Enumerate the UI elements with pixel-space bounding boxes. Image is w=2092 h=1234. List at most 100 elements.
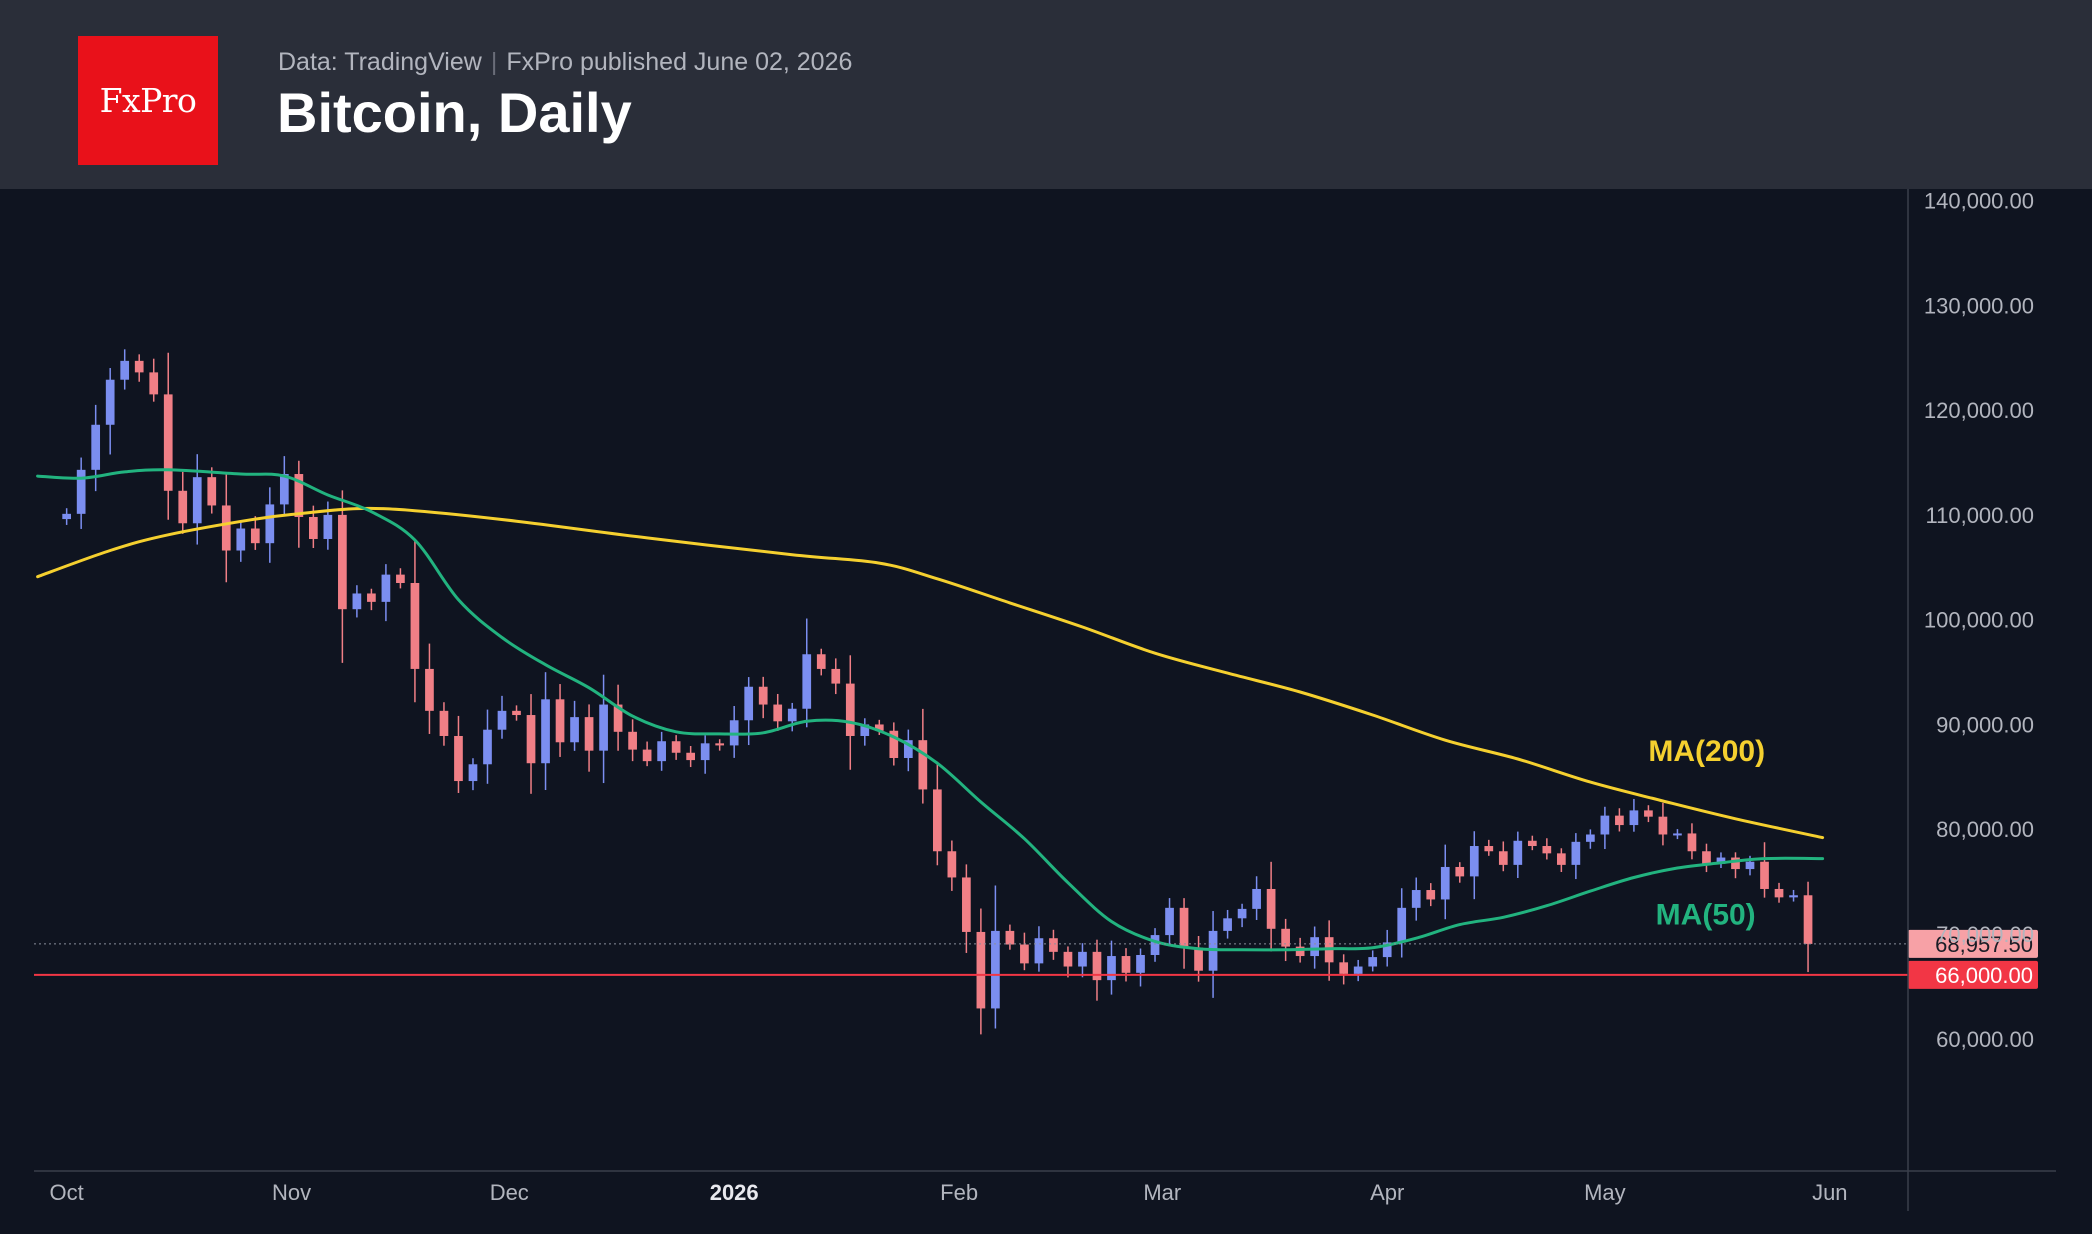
- candle: [265, 487, 275, 563]
- candle: [729, 705, 739, 758]
- candle: [1092, 939, 1102, 1001]
- candle: [1469, 831, 1479, 900]
- x-tick-label: Apr: [1370, 1180, 1404, 1205]
- candle-body: [962, 877, 971, 932]
- candle: [1252, 876, 1261, 920]
- candle: [323, 501, 333, 550]
- candle-body: [1687, 833, 1697, 852]
- chart-subtitle: Data: TradingView | FxPro published June 0…: [278, 48, 852, 77]
- candle-body: [134, 360, 144, 373]
- candle-body: [613, 704, 623, 732]
- candle-body: [1310, 937, 1320, 957]
- candle-body: [1731, 857, 1740, 870]
- y-tick-label: 100,000.00: [1924, 608, 2034, 633]
- candle-body: [1455, 866, 1465, 877]
- candle-body: [468, 764, 478, 782]
- candle: [1789, 889, 1798, 902]
- candle: [1208, 911, 1218, 998]
- candle-body: [599, 704, 608, 751]
- candle-body: [1440, 866, 1450, 900]
- candle: [1702, 843, 1711, 873]
- candle-body: [1586, 834, 1595, 842]
- candle-body: [396, 574, 405, 583]
- candle: [874, 719, 884, 735]
- candle-body: [1673, 833, 1682, 836]
- candle: [889, 722, 899, 766]
- candle: [1644, 805, 1653, 823]
- fxpro-logo: FxPro: [78, 36, 218, 165]
- candle-body: [120, 360, 130, 380]
- candle-body: [816, 654, 826, 669]
- candle: [1571, 833, 1581, 880]
- candle-body: [918, 740, 928, 790]
- candle: [599, 674, 608, 784]
- candle: [918, 708, 928, 804]
- ma50-label: MA(50): [1656, 899, 1756, 932]
- candle: [903, 729, 913, 772]
- candle-body: [1629, 810, 1639, 826]
- candle: [1136, 948, 1145, 987]
- candle-body: [1266, 888, 1276, 929]
- candle: [1121, 948, 1131, 982]
- candle: [802, 618, 812, 728]
- candle-body: [773, 704, 783, 722]
- data-source: Data: TradingView: [278, 48, 482, 76]
- candle-body: [555, 699, 565, 743]
- candle-body: [802, 654, 812, 709]
- candle: [62, 508, 72, 525]
- candle-body: [1121, 956, 1131, 973]
- candle: [1237, 903, 1247, 928]
- candle: [555, 684, 565, 757]
- candle-body: [1281, 928, 1290, 947]
- candle: [1368, 950, 1378, 972]
- candle: [1324, 920, 1334, 981]
- chart-header: FxPro Data: TradingView | FxPro published …: [0, 0, 2092, 189]
- candle-body: [439, 710, 449, 736]
- candle-body: [657, 741, 666, 762]
- candle: [250, 516, 260, 550]
- candle-body: [947, 851, 957, 878]
- candle-body: [1615, 815, 1624, 826]
- candle-body: [1049, 938, 1058, 952]
- publisher-note: FxPro published June 02, 2026: [506, 48, 853, 76]
- x-tick-label: 2026: [710, 1180, 759, 1205]
- support-label: 66,000.00: [1935, 963, 2033, 988]
- candle-body: [758, 686, 768, 705]
- candle-body: [1644, 810, 1653, 817]
- candle-body: [294, 474, 304, 517]
- candle-body: [367, 593, 376, 602]
- candle-body: [976, 931, 986, 1009]
- price-chart: MA(200) MA(50) 68,957.50 66,000.00 60,000.…: [34, 189, 2056, 1211]
- candle-body: [163, 394, 173, 491]
- candle-body: [76, 469, 86, 514]
- x-tick-label: Nov: [272, 1180, 311, 1205]
- candle-body: [1382, 942, 1392, 958]
- y-tick-label: 90,000.00: [1936, 712, 2034, 737]
- candle: [526, 694, 536, 794]
- candle-body: [903, 740, 913, 758]
- candle: [584, 704, 594, 772]
- candle-body: [1005, 930, 1015, 945]
- candle: [1498, 841, 1508, 872]
- candle-body: [860, 724, 870, 736]
- candle-body: [425, 668, 434, 711]
- candle: [991, 885, 1000, 1029]
- candle: [1426, 883, 1436, 907]
- candle: [1629, 798, 1639, 832]
- candle-body: [192, 477, 202, 524]
- candle: [1803, 881, 1813, 973]
- candle: [1774, 882, 1784, 903]
- candle: [439, 702, 449, 746]
- candle: [468, 758, 478, 791]
- candle-body: [207, 477, 217, 506]
- candle: [1078, 943, 1087, 978]
- candle-body: [1469, 846, 1479, 877]
- candle-body: [265, 504, 275, 544]
- last-price-badge: [1908, 929, 2038, 958]
- y-tick-label: 60,000.00: [1936, 1027, 2034, 1052]
- candle-body: [932, 789, 942, 852]
- candle: [816, 648, 826, 676]
- candle: [1527, 835, 1537, 851]
- candle: [396, 568, 405, 589]
- candle: [671, 735, 681, 760]
